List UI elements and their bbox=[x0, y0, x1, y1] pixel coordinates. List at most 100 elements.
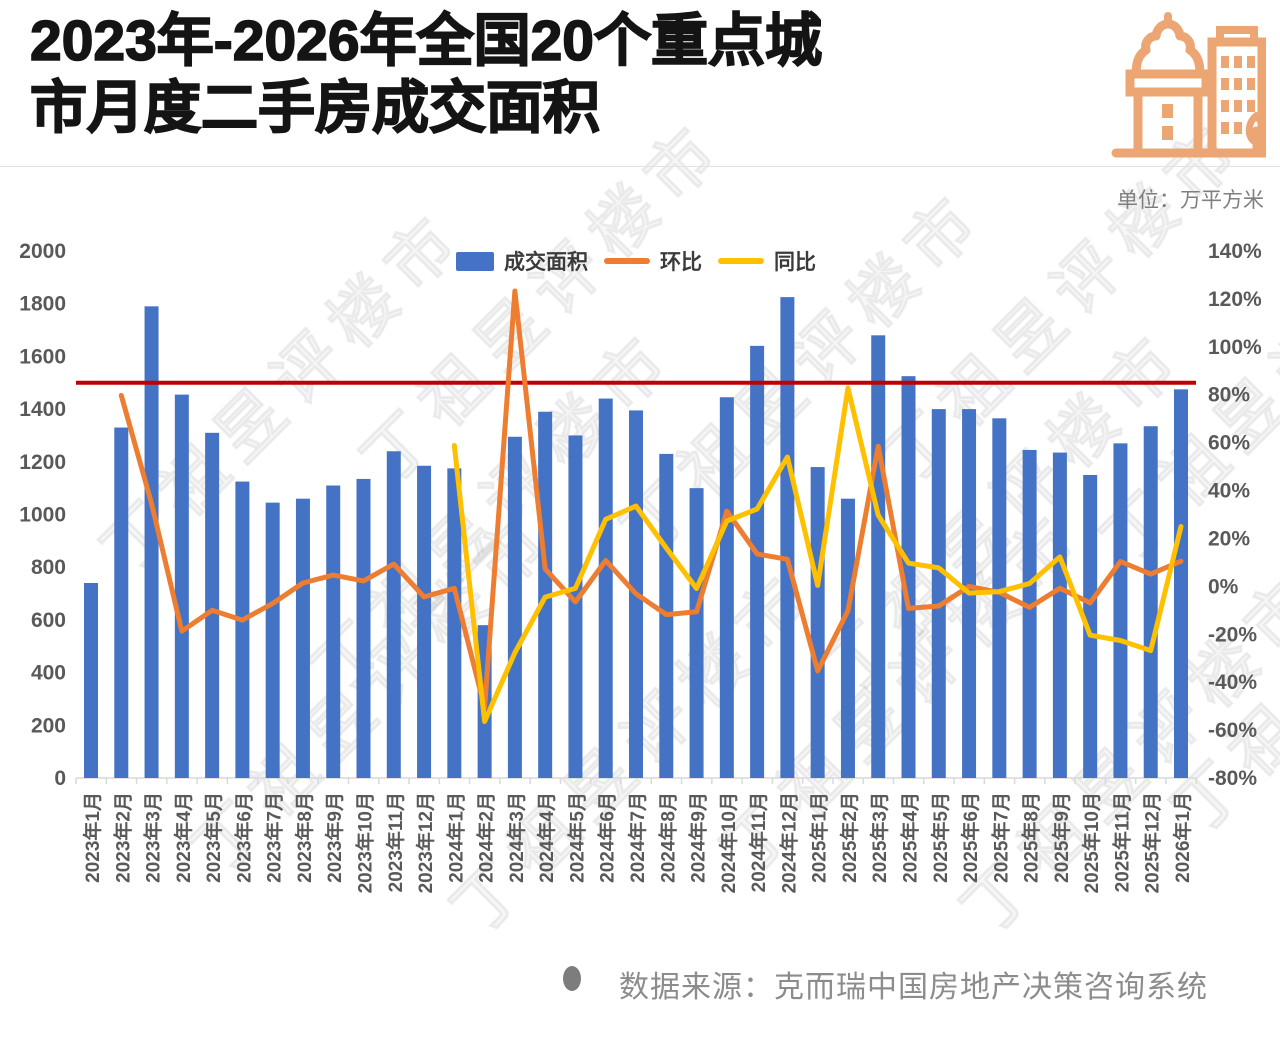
footer-bullet bbox=[563, 966, 581, 991]
bar bbox=[992, 418, 1007, 778]
city-skyline-icon bbox=[1111, 12, 1266, 158]
bar bbox=[810, 467, 825, 778]
bar bbox=[689, 488, 704, 778]
x-axis-label: 2023年3月 bbox=[142, 792, 165, 883]
bar bbox=[1143, 426, 1158, 778]
x-axis-label: 2024年4月 bbox=[535, 792, 558, 883]
y-axis-label-left: 400 bbox=[31, 662, 66, 685]
x-axis-label: 2024年1月 bbox=[444, 792, 467, 883]
bar bbox=[265, 502, 280, 778]
legend-item-yoy: 同比 bbox=[718, 246, 816, 276]
legend-bar-swatch bbox=[456, 251, 494, 271]
page-title: 2023年-2026年全国20个重点城 市月度二手房成交面积 bbox=[29, 8, 1100, 143]
bar bbox=[1083, 474, 1098, 778]
bar bbox=[931, 409, 946, 778]
x-axis-label: 2025年8月 bbox=[1020, 792, 1043, 883]
y-axis-label-right: 140% bbox=[1208, 240, 1262, 263]
x-axis-label: 2024年5月 bbox=[565, 792, 588, 883]
legend-item-mom: 环比 bbox=[604, 246, 702, 276]
y-axis-label-left: 2000 bbox=[19, 240, 66, 263]
unit-label: 单位：万平方米 bbox=[1117, 189, 1264, 212]
bar bbox=[417, 465, 432, 778]
legend-yoy-line-swatch bbox=[718, 258, 764, 264]
yoy-line bbox=[451, 385, 1184, 724]
bar bbox=[750, 345, 765, 778]
bar bbox=[386, 451, 401, 778]
y-axis-label-right: -20% bbox=[1208, 623, 1257, 646]
y-axis-label-left: 600 bbox=[31, 609, 66, 632]
x-axis-label: 2025年9月 bbox=[1050, 792, 1073, 883]
bar bbox=[871, 335, 886, 778]
y-axis-label-right: 0% bbox=[1208, 575, 1239, 598]
x-axis-label: 2024年2月 bbox=[475, 792, 498, 883]
bar bbox=[174, 394, 189, 778]
bar bbox=[1022, 449, 1037, 778]
bar bbox=[568, 435, 583, 778]
bar bbox=[84, 583, 98, 778]
bar bbox=[780, 297, 795, 778]
y-axis-label-left: 0 bbox=[54, 767, 66, 790]
y-axis-label-right: 40% bbox=[1208, 480, 1250, 503]
mom-line bbox=[118, 288, 1184, 711]
x-axis-label: 2025年4月 bbox=[899, 792, 922, 883]
x-axis-label: 2024年8月 bbox=[656, 792, 679, 883]
x-axis-label: 2024年9月 bbox=[687, 792, 710, 883]
bar bbox=[507, 436, 522, 778]
x-axis-label: 2025年1月 bbox=[808, 792, 831, 883]
bar bbox=[719, 397, 734, 778]
y-axis-label-left: 1200 bbox=[19, 451, 66, 474]
x-axis-label: 2023年12月 bbox=[414, 792, 437, 893]
bar bbox=[447, 468, 462, 778]
y-axis-label-left: 1600 bbox=[19, 345, 66, 368]
x-axis-label: 2023年11月 bbox=[384, 792, 407, 892]
x-axis-label: 2024年11月 bbox=[747, 792, 770, 892]
y-axis-label-right: 20% bbox=[1208, 527, 1250, 550]
x-axis-label: 2025年5月 bbox=[929, 792, 952, 883]
x-axis-label: 2024年3月 bbox=[505, 792, 528, 883]
x-axis-label: 2026年1月 bbox=[1171, 792, 1194, 883]
page-title-line1: 2023年-2026年全国20个重点城 bbox=[29, 8, 823, 74]
legend-label-area: 成交面积 bbox=[504, 251, 588, 274]
header-divider bbox=[0, 166, 1280, 167]
bar bbox=[144, 306, 159, 778]
x-axis-label: 2024年12月 bbox=[777, 792, 800, 893]
y-axis-label-right: 120% bbox=[1208, 288, 1262, 311]
bar bbox=[205, 432, 220, 778]
x-axis-label: 2025年6月 bbox=[959, 792, 982, 883]
y-axis-label-left: 200 bbox=[31, 714, 66, 737]
y-axis-label-right: -80% bbox=[1208, 767, 1257, 790]
legend-item-area: 成交面积 bbox=[456, 246, 588, 276]
x-axis-label: 2023年6月 bbox=[232, 792, 255, 883]
combo-chart-canvas: 0 200 400 600 800 1000 1200 1400 1600 1800 2000 -80… bbox=[19, 240, 1262, 893]
x-axis-label: 2023年5月 bbox=[202, 792, 225, 883]
y-axis-label-right: 100% bbox=[1208, 336, 1262, 359]
y-axis-label-left: 1000 bbox=[19, 504, 66, 527]
x-axis-label: 2025年3月 bbox=[868, 792, 891, 883]
x-axis-label: 2023年7月 bbox=[263, 792, 286, 883]
x-axis-label: 2023年9月 bbox=[323, 792, 346, 883]
x-axis-label: 2023年10月 bbox=[354, 792, 377, 893]
y-axis-label-right: 60% bbox=[1208, 432, 1250, 455]
x-axis-label: 2025年12月 bbox=[1141, 792, 1164, 893]
bar bbox=[1052, 452, 1067, 778]
x-axis-label: 2023年8月 bbox=[293, 792, 316, 883]
bar bbox=[901, 376, 916, 778]
y-axis-label-left: 800 bbox=[31, 556, 66, 579]
bar bbox=[598, 398, 613, 778]
legend-label-yoy: 同比 bbox=[774, 251, 816, 274]
x-axis-label: 2023年2月 bbox=[111, 792, 134, 883]
legend-mom-line-swatch bbox=[604, 258, 650, 264]
x-axis-label: 2025年2月 bbox=[838, 792, 861, 883]
x-axis-label: 2023年4月 bbox=[172, 792, 195, 883]
chart: 0 200 400 600 800 1000 1200 1400 1600 1800 2000 -80… bbox=[0, 230, 1280, 910]
x-axis-label: 2024年6月 bbox=[596, 792, 619, 883]
bar bbox=[1174, 389, 1188, 778]
y-axis-label-left: 1400 bbox=[19, 398, 66, 421]
y-axis-label-right: -40% bbox=[1208, 671, 1257, 694]
x-axis-label: 2023年1月 bbox=[81, 792, 104, 883]
x-axis-label: 2025年7月 bbox=[989, 792, 1012, 883]
bar bbox=[1113, 443, 1128, 778]
legend-label-mom: 环比 bbox=[660, 251, 702, 274]
bar bbox=[295, 498, 310, 778]
bar bbox=[235, 481, 250, 778]
